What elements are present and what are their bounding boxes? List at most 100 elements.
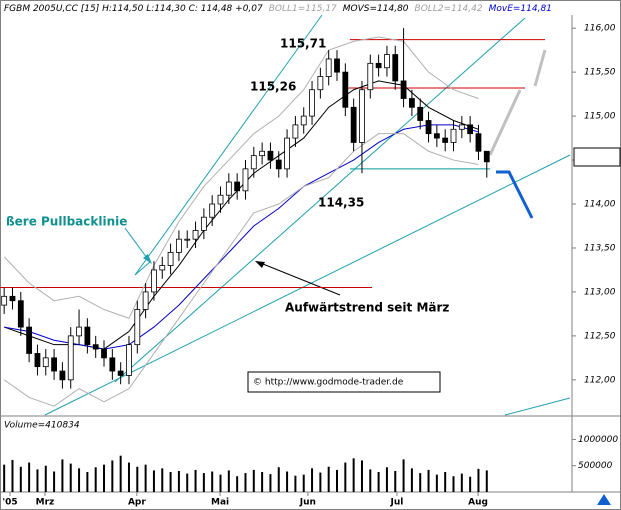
price-tag-box bbox=[573, 147, 621, 167]
y-tick-label: 116,00 bbox=[584, 24, 616, 34]
candle-body bbox=[350, 106, 357, 143]
y-tick-label: 112,00 bbox=[584, 375, 616, 385]
candle-body bbox=[101, 348, 107, 359]
annotation: 115,71 bbox=[280, 37, 326, 51]
url-box bbox=[247, 371, 441, 393]
channel-line bbox=[134, 14, 323, 276]
overlay-line bbox=[3, 36, 479, 319]
candle-body bbox=[359, 89, 365, 143]
plot: FGBM 2005U,CC [15] H:114,50 L:114,30 C: … bbox=[0, 4, 618, 508]
candle-body bbox=[92, 344, 99, 350]
candle-body bbox=[400, 80, 407, 99]
candle-body bbox=[117, 370, 124, 376]
candle-body bbox=[217, 194, 224, 205]
x-tick-label: Jul bbox=[389, 498, 403, 508]
x-tick-label: Mrz bbox=[36, 498, 55, 508]
candle-body bbox=[392, 54, 399, 82]
candle-body bbox=[34, 353, 41, 368]
y-tick-label: 114,00 bbox=[584, 200, 616, 210]
corner-icon bbox=[597, 494, 611, 505]
candle-body bbox=[467, 124, 474, 135]
candle-body bbox=[26, 326, 33, 354]
overlay-line bbox=[4, 124, 479, 350]
candle-body bbox=[267, 150, 274, 161]
header-item: MovE=114,81 bbox=[489, 4, 552, 14]
candle-body bbox=[242, 168, 249, 192]
volume-label: Volume=410834 bbox=[4, 421, 80, 431]
candle-body bbox=[167, 251, 174, 266]
candle-body bbox=[184, 238, 191, 241]
candle-body bbox=[109, 357, 116, 372]
annotation: © http://www.godmode-trader.de bbox=[253, 378, 404, 388]
header-item: MOVS=114,80 bbox=[343, 4, 409, 14]
x-tick-label: Mai bbox=[211, 498, 229, 508]
candle-body bbox=[159, 265, 166, 271]
annotation: ßere Pullbacklinie bbox=[6, 215, 127, 229]
y-tick-label: 113,50 bbox=[584, 243, 616, 253]
candle-body bbox=[325, 58, 332, 77]
candle-body bbox=[1, 295, 8, 306]
overlay-line bbox=[3, 133, 479, 407]
candle-body bbox=[425, 120, 432, 135]
candle-body bbox=[192, 229, 199, 240]
trend-line bbox=[504, 397, 571, 416]
arrow-head bbox=[143, 254, 152, 264]
candle-body bbox=[134, 309, 141, 346]
candle-body bbox=[142, 291, 149, 310]
projection-line bbox=[488, 89, 522, 156]
channel-line bbox=[134, 261, 151, 276]
arrow-head bbox=[255, 261, 265, 268]
projection-line bbox=[533, 49, 547, 87]
y-tick-label: 115,00 bbox=[584, 112, 616, 122]
header-item: FGBM 2005U,CC [15] H:114,50 L:114,30 C: … bbox=[4, 4, 263, 14]
candle-body bbox=[483, 150, 490, 163]
candle-body bbox=[225, 181, 232, 196]
candle-body bbox=[450, 128, 457, 143]
header: FGBM 2005U,CC [15] H:114,50 L:114,30 C: … bbox=[4, 4, 552, 14]
candle-body bbox=[9, 295, 16, 302]
annotation: 114,35 bbox=[318, 196, 364, 210]
candle-body bbox=[209, 203, 216, 218]
volume-tick-label: 1000000 bbox=[578, 435, 618, 445]
x-tick-label: Aug bbox=[468, 498, 488, 508]
volume-tick-label: 500000 bbox=[578, 461, 613, 471]
candle-body bbox=[408, 98, 415, 108]
candle-body bbox=[334, 58, 340, 73]
x-tick-label: Apr bbox=[128, 498, 146, 508]
candle-body bbox=[126, 344, 132, 376]
y-tick-label: 115,50 bbox=[584, 68, 616, 78]
candle-body bbox=[84, 326, 91, 346]
candle-body bbox=[51, 357, 57, 372]
y-tick-label: 112,50 bbox=[584, 331, 616, 341]
header-item: BOLL2=114,42 bbox=[415, 4, 483, 14]
forecast-arrow bbox=[496, 170, 534, 219]
header-item: BOLL1=115,17 bbox=[269, 4, 337, 14]
annotation: 115,26 bbox=[250, 80, 296, 94]
candle-body bbox=[176, 238, 182, 253]
candle-body bbox=[442, 137, 449, 143]
candle-body bbox=[250, 155, 257, 170]
candle-body bbox=[417, 106, 424, 121]
candle-body bbox=[375, 62, 382, 69]
candle-body bbox=[259, 150, 266, 157]
trend-lines bbox=[44, 14, 571, 416]
candle-body bbox=[342, 71, 349, 108]
annotation: Aufwärtstrend seit März bbox=[285, 301, 449, 315]
candle-body bbox=[317, 76, 324, 91]
candle-body bbox=[59, 370, 66, 381]
trend-line bbox=[44, 154, 571, 416]
candle-body bbox=[200, 216, 207, 231]
candle-body bbox=[300, 115, 307, 126]
candle-body bbox=[292, 124, 299, 139]
x-tick-label: '05 bbox=[2, 498, 17, 508]
x-tick-label: Jun bbox=[299, 498, 316, 508]
channel-line bbox=[114, 17, 526, 383]
candle-body bbox=[234, 181, 241, 192]
projection bbox=[488, 49, 547, 156]
candle-body bbox=[367, 62, 374, 91]
pointer-arrow bbox=[257, 261, 341, 296]
candle-body bbox=[151, 269, 157, 293]
candle-body bbox=[458, 124, 465, 130]
candle-body bbox=[42, 357, 49, 368]
candle-body bbox=[275, 159, 282, 170]
